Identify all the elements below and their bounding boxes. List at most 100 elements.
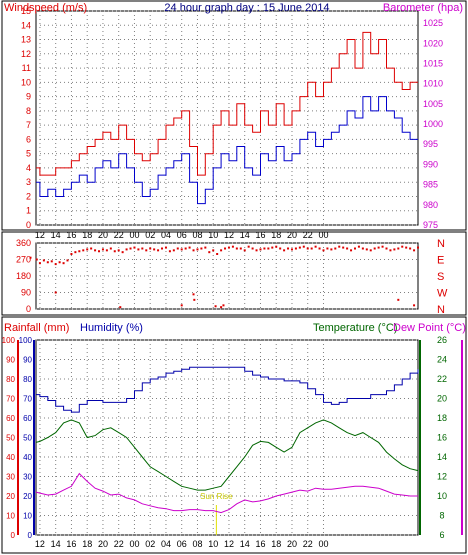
barometer-tick-label: 985 <box>423 180 438 190</box>
rainfall-tick-label: 90 <box>6 356 15 365</box>
temperature-tick-label: 10 <box>437 491 447 501</box>
direction-point <box>271 246 274 249</box>
direction-point <box>109 247 112 250</box>
direction-point <box>279 247 282 250</box>
direction-point <box>54 291 57 294</box>
climate-x-tick-label: 20 <box>287 539 297 549</box>
dewpoint-line <box>35 472 418 514</box>
wind-x-tick-label: 00 <box>318 230 328 240</box>
direction-point <box>346 247 349 250</box>
temperature-tick-label: 8 <box>439 511 444 521</box>
wind-x-tick-label: 10 <box>208 230 218 240</box>
climate-x-tick-label: 14 <box>51 539 61 549</box>
direction-point <box>58 261 61 264</box>
windspeed-tick-label: 3 <box>26 177 31 187</box>
direction-point <box>46 261 49 264</box>
direction-point <box>66 259 69 262</box>
climate-x-tick-label: 20 <box>98 539 108 549</box>
wind-plot-area <box>35 10 419 226</box>
direction-point <box>192 249 195 252</box>
direction-point <box>149 247 152 250</box>
climate-x-tick-label: 08 <box>192 539 202 549</box>
climate-x-tick-label: 02 <box>145 539 155 549</box>
wind-gust-line <box>36 31 418 176</box>
direction-point <box>377 246 380 249</box>
direction-point <box>298 246 301 249</box>
direction-point <box>310 247 313 250</box>
barometer-tick-label: 1005 <box>423 99 443 109</box>
direction-point <box>342 246 345 249</box>
direction-point <box>153 248 156 251</box>
humidity-tick-label: 80 <box>23 375 32 384</box>
wind-x-tick-label: 14 <box>240 230 250 240</box>
direction-point <box>90 247 93 250</box>
direction-point <box>389 249 392 252</box>
temperature-tick-label: 16 <box>437 433 447 443</box>
direction-point <box>357 245 360 248</box>
rainfall-tick-label: 70 <box>6 395 15 404</box>
direction-point <box>220 306 223 309</box>
direction-point <box>381 245 384 248</box>
humidity-tick-label: 60 <box>23 414 32 423</box>
direction-point <box>405 246 408 249</box>
direction-point <box>168 250 171 253</box>
direction-point <box>243 249 246 252</box>
direction-point <box>145 249 148 252</box>
climate-x-tick-label: 14 <box>240 539 250 549</box>
humidity-tick-label: 0 <box>28 531 33 540</box>
wind-x-tick-label: 02 <box>145 230 155 240</box>
direction-point <box>326 247 329 250</box>
direction-point <box>161 247 164 250</box>
windspeed-tick-label: 15 <box>21 6 31 16</box>
compass-tick-label: N <box>437 304 445 316</box>
direction-point <box>302 245 305 248</box>
direction-point <box>222 304 225 307</box>
direction-point <box>361 247 364 250</box>
sunrise-label: Sun Rise <box>200 492 233 501</box>
windspeed-tick-label: 11 <box>22 63 31 73</box>
windspeed-tick-label: 1 <box>26 206 31 216</box>
windspeed-tick-label: 12 <box>21 49 31 59</box>
direction-point <box>192 293 195 296</box>
direction-point <box>220 249 223 252</box>
humidity-tick-label: 20 <box>23 492 32 501</box>
direction-point <box>353 247 356 250</box>
wind-x-tick-label: 08 <box>192 230 202 240</box>
windspeed-tick-label: 9 <box>26 92 31 102</box>
direction-point <box>62 262 65 265</box>
direction-point <box>314 245 317 248</box>
climate-x-tick-label: 22 <box>303 539 313 549</box>
barometer-tick-label: 990 <box>423 159 438 169</box>
direction-point <box>214 305 217 308</box>
climate-x-tick-label: 12 <box>224 539 234 549</box>
wind-x-tick-label: 18 <box>271 230 281 240</box>
direction-point <box>247 245 250 248</box>
direction-point <box>121 251 124 254</box>
panel-frame-climate <box>1 316 467 554</box>
windspeed-tick-label: 4 <box>26 163 31 173</box>
wind-x-tick-label: 22 <box>303 230 313 240</box>
humidity-label: Humidity (%) <box>80 322 143 334</box>
direction-point <box>50 260 53 263</box>
barometer-tick-label: 975 <box>423 220 438 230</box>
direction-tick-label: 360 <box>16 238 31 248</box>
humidity-tick-label: 50 <box>23 434 32 443</box>
panel-frame-direction <box>1 231 467 316</box>
direction-point <box>94 249 97 252</box>
direction-point <box>117 249 120 252</box>
direction-point <box>255 249 258 252</box>
direction-point <box>133 246 136 249</box>
rainfall-tick-label: 20 <box>6 492 15 501</box>
direction-point <box>82 249 85 252</box>
climate-x-tick-label: 16 <box>255 539 265 549</box>
direction-point <box>119 306 122 309</box>
direction-point <box>137 248 140 251</box>
humidity-tick-label: 10 <box>23 512 32 521</box>
direction-point <box>180 248 183 251</box>
direction-point <box>287 247 290 250</box>
direction-point <box>216 253 219 255</box>
direction-point <box>38 262 41 265</box>
wind-x-tick-label: 22 <box>114 230 124 240</box>
direction-point <box>78 250 81 253</box>
